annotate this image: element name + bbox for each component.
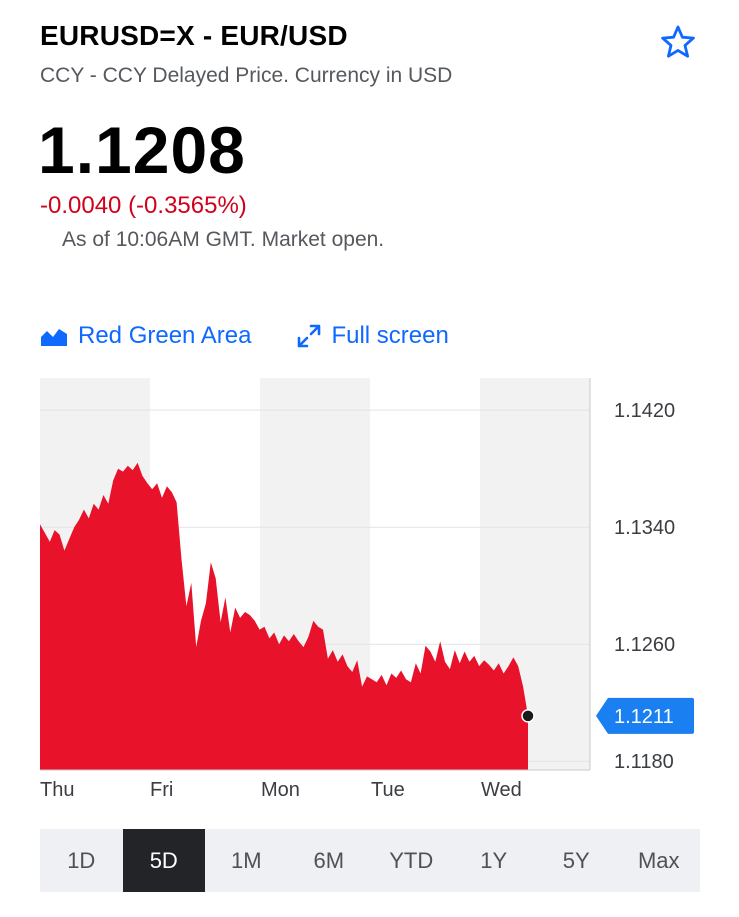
last-price-marker: [521, 709, 535, 723]
expand-icon: [298, 324, 321, 348]
y-tick-label: 1.1260: [614, 634, 675, 656]
range-1m[interactable]: 1M: [230, 847, 262, 873]
range-max[interactable]: Max: [637, 847, 680, 873]
area-chart-icon: [41, 329, 67, 346]
range-1d[interactable]: 1D: [67, 847, 96, 873]
quote-subtitle: CCY - CCY Delayed Price. Currency in USD: [40, 64, 453, 87]
current-price-badge: [596, 697, 694, 734]
x-tick-label: Mon: [261, 779, 300, 801]
range-6m[interactable]: 6M: [313, 847, 345, 873]
chart-type-button[interactable]: Red Green Area: [40, 322, 251, 350]
current-price-label: 1.1211: [614, 706, 674, 728]
y-tick-label: 1.1340: [614, 517, 675, 539]
y-tick-label: 1.1420: [614, 400, 675, 422]
x-tick-label: Wed: [481, 779, 522, 801]
range-5d[interactable]: 5D: [122, 829, 205, 892]
as-of-timestamp: As of 10:06AM GMT. Market open.: [62, 228, 385, 251]
x-tick-label: Thu: [40, 779, 74, 801]
current-price: 1.1208: [38, 113, 246, 187]
chart-svg: 1.1420 1.1340 1.1260 1.1180 1.1211 Thu Fri Mon T…: [40, 378, 694, 801]
quote-title: EURUSD=X - EUR/USD: [40, 20, 348, 51]
price-change: -0.0040 (-0.3565%): [40, 192, 247, 219]
y-tick-label: 1.1180: [614, 751, 674, 773]
range-ytd[interactable]: YTD: [389, 847, 434, 873]
range-1y[interactable]: 1Y: [480, 847, 508, 873]
fullscreen-label: Full screen: [331, 322, 449, 349]
range-5y[interactable]: 5Y: [562, 847, 590, 873]
quote-header: EURUSD=X - EUR/USD CCY - CCY Delayed Pri…: [40, 20, 700, 88]
price-area: [40, 462, 528, 770]
price-chart[interactable]: 1.1420 1.1340 1.1260 1.1180 1.1211 Thu Fri Mon T…: [0, 370, 739, 810]
star-icon[interactable]: [658, 22, 698, 62]
chart-type-label: Red Green Area: [78, 322, 252, 349]
fullscreen-button[interactable]: Full screen: [297, 322, 449, 350]
chart-controls: Red Green Area Full screen: [40, 322, 449, 350]
time-range-selector: 1D 5D 1M 6M YTD 1Y 5Y Max: [40, 829, 700, 892]
x-tick-label: Tue: [371, 779, 405, 801]
x-tick-label: Fri: [150, 779, 173, 801]
